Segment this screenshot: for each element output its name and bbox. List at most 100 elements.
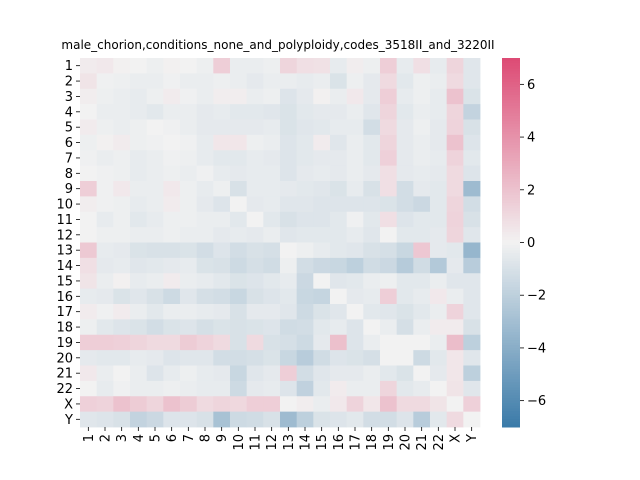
heatmap-cell [146,380,164,397]
colorbar-segment [502,413,520,417]
heatmap-cell [380,88,398,105]
heatmap-cell [463,304,481,320]
heatmap-cell [330,242,348,259]
colorbar-segment [502,231,520,236]
colorbar-segment [502,58,520,62]
heatmap-cell [213,350,231,366]
heatmap-cell [380,242,398,259]
heatmap-cell [363,365,381,382]
heatmap-cell [313,134,331,151]
colorbar-segment [502,398,520,402]
heatmap-cell [263,73,281,90]
heatmap-cell [296,334,314,351]
heatmap-cell [396,350,414,366]
colorbar-segment [502,329,520,333]
heatmap-cell [396,134,414,151]
colorbar-segment [502,63,520,67]
colorbar-segment [502,347,520,352]
colorbar-segment [502,313,520,317]
heatmap-cell [163,350,181,366]
heatmap-cell [296,411,314,428]
heatmap-cell [296,242,314,259]
heatmap-cell [413,288,431,305]
heatmap-cell [446,380,464,397]
heatmap-cell [113,88,131,105]
y-tick-label: 1 [65,59,73,74]
colorbar-tick-label: −2 [527,289,546,304]
heatmap-cell [263,304,281,320]
heatmap-cell [213,181,231,197]
heatmap-cell [413,411,431,428]
colorbar-segment [502,139,520,143]
heatmap-cell [230,273,248,290]
heatmap-cell [80,73,98,90]
heatmap-cell [263,319,281,336]
heatmap-cell [430,227,448,243]
colorbar-segment [502,318,520,323]
heatmap-cell [463,181,481,197]
heatmap-cell [146,211,164,228]
heatmap-cell [230,365,248,382]
heatmap-cell [163,165,181,182]
heatmap-cell [146,58,164,74]
heatmap-cell [80,227,98,243]
heatmap-cell [246,181,264,197]
y-tick-label: 5 [65,121,73,136]
heatmap-cell [330,104,348,120]
colorbar-tick-label: 2 [527,183,535,198]
colorbar-segment [502,184,520,188]
heatmap-cell [446,88,464,105]
x-tick-label: 15 [315,434,330,451]
heatmap-cell [463,334,481,351]
colorbar-segment [502,282,520,286]
heatmap-cell [230,242,248,259]
heatmap-cell [213,319,231,336]
heatmap-cell [280,319,298,336]
heatmap-cell [280,334,298,351]
heatmap-cell [213,134,231,151]
colorbar-segment [502,110,520,114]
heatmap-cell [396,211,414,228]
heatmap-cell [130,288,148,305]
colorbar-segment [502,102,520,106]
heatmap-cell [280,165,298,182]
heatmap-cell [196,288,214,305]
heatmap-cell [413,104,431,120]
heatmap-cell [96,227,114,243]
heatmap-cell [380,165,398,182]
heatmap-cell [80,134,98,151]
heatmap-cell [463,411,481,428]
heatmap-cell [380,257,398,274]
heatmap-cell [396,181,414,197]
heatmap-cell [430,257,448,274]
heatmap-cell [430,396,448,413]
heatmap-cell [430,58,448,74]
heatmap-cell [396,104,414,120]
heatmap-cell [463,350,481,366]
colorbar-segment [502,171,520,175]
heatmap-cell [80,211,98,228]
colorbar-segment [502,197,520,201]
colorbar-segment [502,295,520,299]
heatmap-cell [196,211,214,228]
heatmap-cells [80,58,481,428]
heatmap-cell [263,181,281,197]
heatmap-cell [146,288,164,305]
heatmap-cell [163,365,181,382]
heatmap-cell [246,273,264,290]
heatmap-cell [296,73,314,90]
heatmap-cell [330,165,348,182]
heatmap-cell [113,211,131,228]
heatmap-cell [463,242,481,259]
colorbar-segment [502,73,520,77]
heatmap-cell [280,365,298,382]
heatmap-cell [213,119,231,136]
colorbar-segment [502,266,520,270]
x-tick-label: 8 [199,434,214,442]
colorbar-segment [502,187,520,191]
colorbar-segment [502,137,520,141]
heatmap-cell [313,58,331,74]
heatmap-cell [196,273,214,290]
heatmap-cell [380,319,398,336]
colorbar-segment [502,400,520,404]
